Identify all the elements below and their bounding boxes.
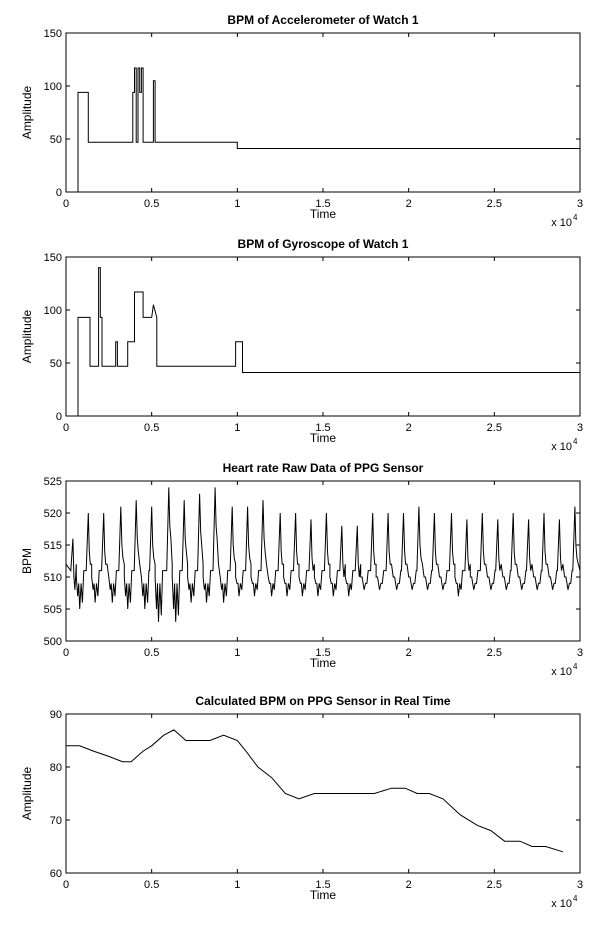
x-tick-label: 0 [63, 879, 69, 891]
chart-panel-2 [65, 256, 581, 417]
y-tick-label: 520 [44, 508, 62, 520]
y-tick-label: 100 [44, 81, 62, 93]
x-tick-label: 2.5 [487, 879, 502, 891]
x-tick-label: 1.5 [315, 647, 330, 659]
x-exponent-label: x 10 [551, 441, 572, 453]
x-tick-label: 2 [406, 422, 412, 434]
y-tick-label: 100 [44, 305, 62, 317]
x-tick-label: 3 [577, 422, 583, 434]
x-exponent-power: 4 [573, 437, 578, 446]
x-axis-label: Time [310, 207, 337, 221]
chart-title: Calculated BPM on PPG Sensor in Real Tim… [195, 694, 451, 708]
x-exponent-power: 4 [573, 894, 578, 903]
plot-frame [65, 32, 581, 193]
y-tick-label: 510 [44, 572, 62, 584]
data-line [66, 729, 564, 853]
y-tick-label: 50 [50, 134, 62, 146]
x-exponent-label: x 10 [551, 898, 572, 910]
plot-frame [65, 480, 581, 642]
x-tick-label: 1 [234, 879, 240, 891]
chart-panel-1 [65, 32, 581, 193]
x-tick-label: 0 [63, 198, 69, 210]
y-tick-label: 500 [44, 636, 62, 648]
y-tick-label: 0 [56, 187, 62, 199]
y-tick-label: 525 [44, 476, 62, 488]
y-tick-label: 80 [50, 762, 62, 774]
x-tick-label: 1 [234, 422, 240, 434]
x-tick-label: 3 [577, 647, 583, 659]
x-tick-label: 0.5 [144, 647, 159, 659]
x-tick-label: 0 [63, 647, 69, 659]
x-tick-label: 1.5 [315, 198, 330, 210]
x-tick-label: 1 [234, 647, 240, 659]
chart-title: BPM of Accelerometer of Watch 1 [227, 13, 418, 27]
y-axis-label: Amplitude [20, 310, 34, 364]
x-exponent-power: 4 [573, 662, 578, 671]
plot-frame [65, 256, 581, 417]
y-tick-label: 50 [50, 358, 62, 370]
chart-panel-4 [65, 713, 581, 874]
data-line [65, 487, 581, 622]
x-tick-label: 2.5 [487, 422, 502, 434]
x-axis-label: Time [310, 656, 337, 670]
y-axis-label: Amplitude [20, 767, 34, 821]
y-axis-label: Amplitude [20, 86, 34, 140]
y-tick-label: 515 [44, 540, 62, 552]
y-tick-label: 150 [44, 28, 62, 40]
y-tick-label: 505 [44, 604, 62, 616]
x-exponent-label: x 10 [551, 217, 572, 229]
x-tick-label: 1 [234, 198, 240, 210]
x-tick-label: 2 [406, 879, 412, 891]
y-tick-label: 60 [50, 868, 62, 880]
x-exponent-power: 4 [573, 213, 578, 222]
y-tick-label: 70 [50, 815, 62, 827]
x-tick-label: 0.5 [144, 422, 159, 434]
data-line [77, 67, 580, 192]
chart-title: BPM of Gyroscope of Watch 1 [238, 237, 409, 251]
y-tick-label: 90 [50, 709, 62, 721]
x-tick-label: 3 [577, 879, 583, 891]
x-tick-label: 2 [406, 647, 412, 659]
chart-title: Heart rate Raw Data of PPG Sensor [223, 461, 424, 475]
x-axis-label: Time [310, 888, 337, 902]
x-tick-label: 0.5 [144, 198, 159, 210]
x-exponent-label: x 10 [551, 666, 572, 678]
chart-panel-3 [65, 480, 581, 642]
x-tick-label: 3 [577, 198, 583, 210]
x-tick-label: 2.5 [487, 647, 502, 659]
x-tick-label: 0.5 [144, 879, 159, 891]
data-line [77, 267, 580, 416]
x-axis-label: Time [310, 431, 337, 445]
y-axis-label: BPM [20, 548, 34, 574]
x-tick-label: 2.5 [487, 198, 502, 210]
y-tick-label: 150 [44, 252, 62, 264]
x-tick-label: 0 [63, 422, 69, 434]
x-tick-label: 1.5 [315, 422, 330, 434]
y-tick-label: 0 [56, 411, 62, 423]
x-tick-label: 2 [406, 198, 412, 210]
x-tick-label: 1.5 [315, 879, 330, 891]
